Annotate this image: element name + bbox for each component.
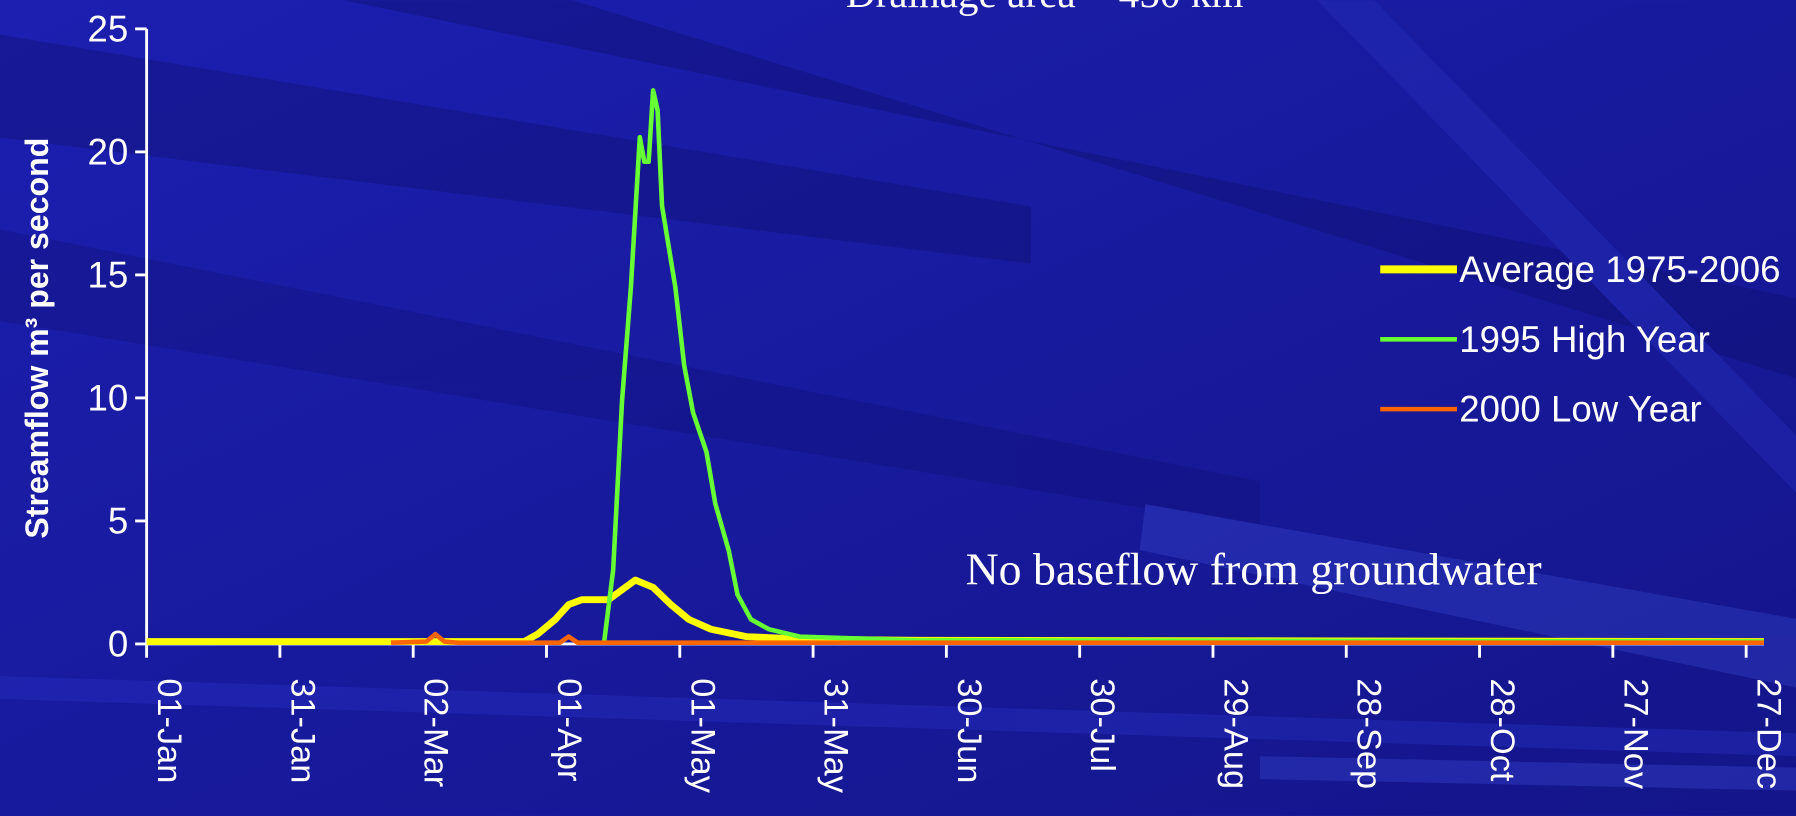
- y-tick-label: 15: [88, 255, 129, 296]
- x-tick-label: 27-Dec: [1750, 678, 1788, 789]
- y-tick-label: 10: [88, 378, 129, 419]
- x-tick-label: 31-May: [817, 678, 855, 793]
- y-tick-label: 0: [108, 624, 128, 665]
- legend-label: Average 1975-2006: [1459, 249, 1780, 290]
- series-line: [601, 88, 1764, 644]
- x-tick-label: 02-Mar: [417, 678, 455, 787]
- x-tick-label: 29-Aug: [1216, 678, 1254, 789]
- y-axis-label: Streamflow m³ per second: [19, 138, 55, 539]
- series-line: [146, 576, 1764, 645]
- x-tick-label: 01-Apr: [550, 678, 588, 781]
- x-tick-label: 30-Jul: [1083, 678, 1121, 772]
- x-tick-label: 28-Sep: [1350, 678, 1388, 789]
- x-tick-label: 31-Jan: [283, 678, 321, 783]
- y-tick-label: 25: [88, 8, 129, 49]
- legend-label: 2000 Low Year: [1459, 389, 1701, 430]
- annotation: No baseflow from groundwater: [966, 543, 1542, 594]
- x-tick-label: 28-Oct: [1483, 678, 1521, 782]
- chart-title: Drainage area ~ 450 km: [846, 0, 1244, 16]
- x-tick-label: 01-May: [683, 678, 721, 793]
- series-line: [390, 631, 1764, 645]
- x-tick-label: 30-Jun: [950, 678, 988, 783]
- x-tick-label: 01-Jan: [150, 678, 188, 783]
- legend-label: 1995 High Year: [1459, 319, 1710, 360]
- x-tick-label: 27-Nov: [1616, 678, 1654, 790]
- y-tick-label: 20: [88, 131, 129, 172]
- y-tick-label: 5: [108, 501, 128, 542]
